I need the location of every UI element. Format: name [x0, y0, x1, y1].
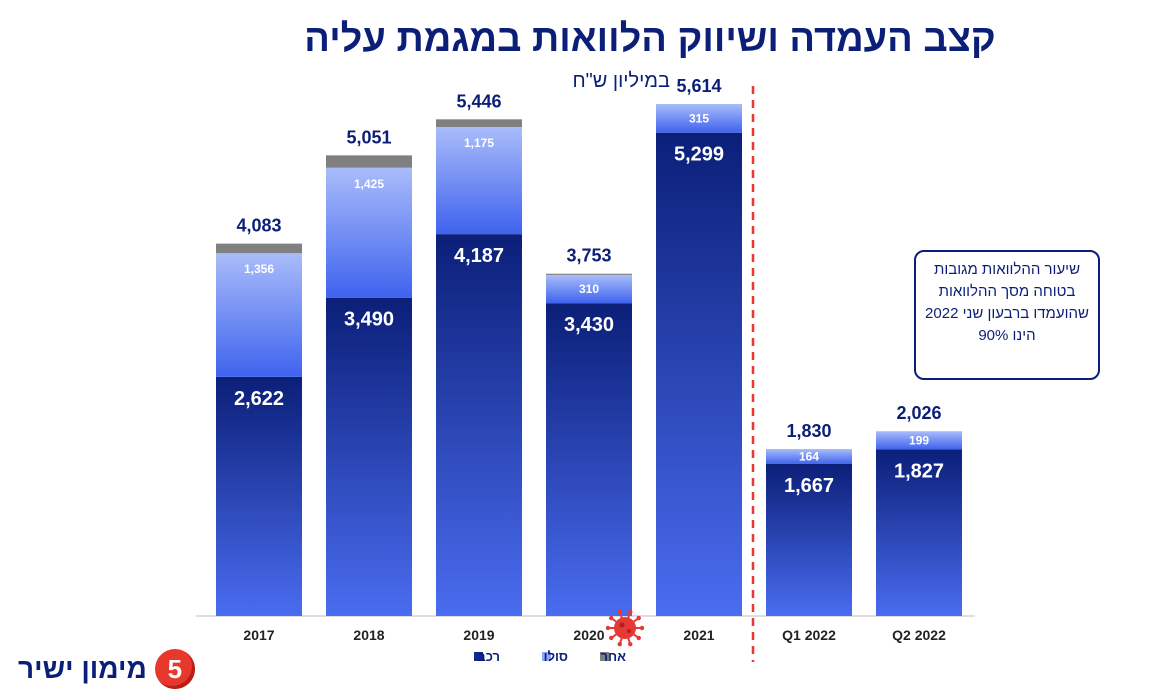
data-label-car: 1,827	[894, 460, 944, 482]
data-label-total: 1,830	[786, 421, 831, 441]
company-logo: מימון ישיר 5	[18, 648, 195, 690]
data-label-solo: 199	[909, 433, 929, 447]
bar-car	[656, 132, 742, 616]
logo-badge-icon: 5	[154, 649, 195, 689]
data-label-car: 3,490	[344, 309, 394, 331]
bar-car	[766, 463, 852, 616]
callout-text: שיעור ההלוואות מגובות בטוחה מסך ההלוואות…	[925, 261, 1089, 344]
data-label-solo: 310	[579, 282, 599, 296]
bar-solo	[876, 431, 962, 450]
bar-car	[876, 449, 962, 616]
bar-solo	[766, 449, 852, 464]
x-tick-label: 2018	[353, 627, 384, 643]
x-tick-label: 2020	[573, 627, 604, 643]
data-label-total: 5,051	[346, 127, 391, 147]
bar-solo	[216, 253, 302, 377]
chart-subtitle: במיליון ש"ח	[572, 70, 671, 92]
logo-text: מימון ישיר	[18, 653, 147, 684]
bar-other	[546, 273, 632, 275]
data-label-total: 5,614	[676, 76, 721, 96]
bar-solo	[546, 274, 632, 304]
legend-swatch	[600, 652, 609, 661]
chart-title: קצב העמדה ושיווק הלוואות במגמת עליה	[304, 18, 996, 60]
bar-car	[216, 376, 302, 616]
bar-car	[326, 297, 412, 616]
data-label-car: 2,622	[234, 388, 284, 410]
data-label-total: 4,083	[236, 216, 281, 236]
legend-swatch	[542, 652, 551, 661]
data-label-solo: 1,425	[354, 177, 384, 191]
bar-solo	[326, 167, 412, 298]
bar-other	[216, 243, 302, 254]
bar-car	[546, 303, 632, 616]
data-label-total: 2,026	[896, 403, 941, 423]
data-label-car: 4,187	[454, 245, 504, 267]
data-label-total: 3,753	[566, 246, 611, 266]
data-label-car: 3,430	[564, 314, 614, 336]
legend-label: סולו	[544, 649, 568, 664]
data-label-solo: 315	[689, 111, 709, 125]
legend-label: רכב	[477, 649, 500, 664]
x-tick-label: Q2 2022	[892, 627, 946, 643]
legend-item-car: רכב	[474, 649, 500, 664]
x-tick-label: 2019	[463, 627, 494, 643]
legend-item-other: אחר	[600, 649, 626, 664]
bar-car	[436, 234, 522, 616]
x-tick-label: 2021	[683, 627, 714, 643]
data-label-car: 5,299	[674, 144, 724, 166]
bar-solo	[436, 126, 522, 235]
bar-other	[326, 155, 412, 168]
callout-box: שיעור ההלוואות מגובות בטוחה מסך ההלוואות…	[914, 250, 1100, 380]
bar-solo	[656, 104, 742, 133]
data-label-solo: 164	[799, 449, 819, 463]
data-label-total: 5,446	[456, 91, 501, 111]
x-tick-label: Q1 2022	[782, 627, 836, 643]
x-tick-label: 2017	[243, 627, 274, 643]
data-label-solo: 1,175	[464, 136, 494, 150]
legend-item-solo: סולו	[542, 649, 568, 664]
legend-label: אחר	[601, 649, 627, 664]
data-label-solo: 1,356	[244, 262, 274, 276]
bar-other	[436, 119, 522, 127]
legend-swatch	[474, 652, 483, 661]
data-label-car: 1,667	[784, 475, 834, 497]
virus-icon	[605, 609, 645, 647]
chart-legend: רכב סולו אחר	[474, 649, 626, 664]
